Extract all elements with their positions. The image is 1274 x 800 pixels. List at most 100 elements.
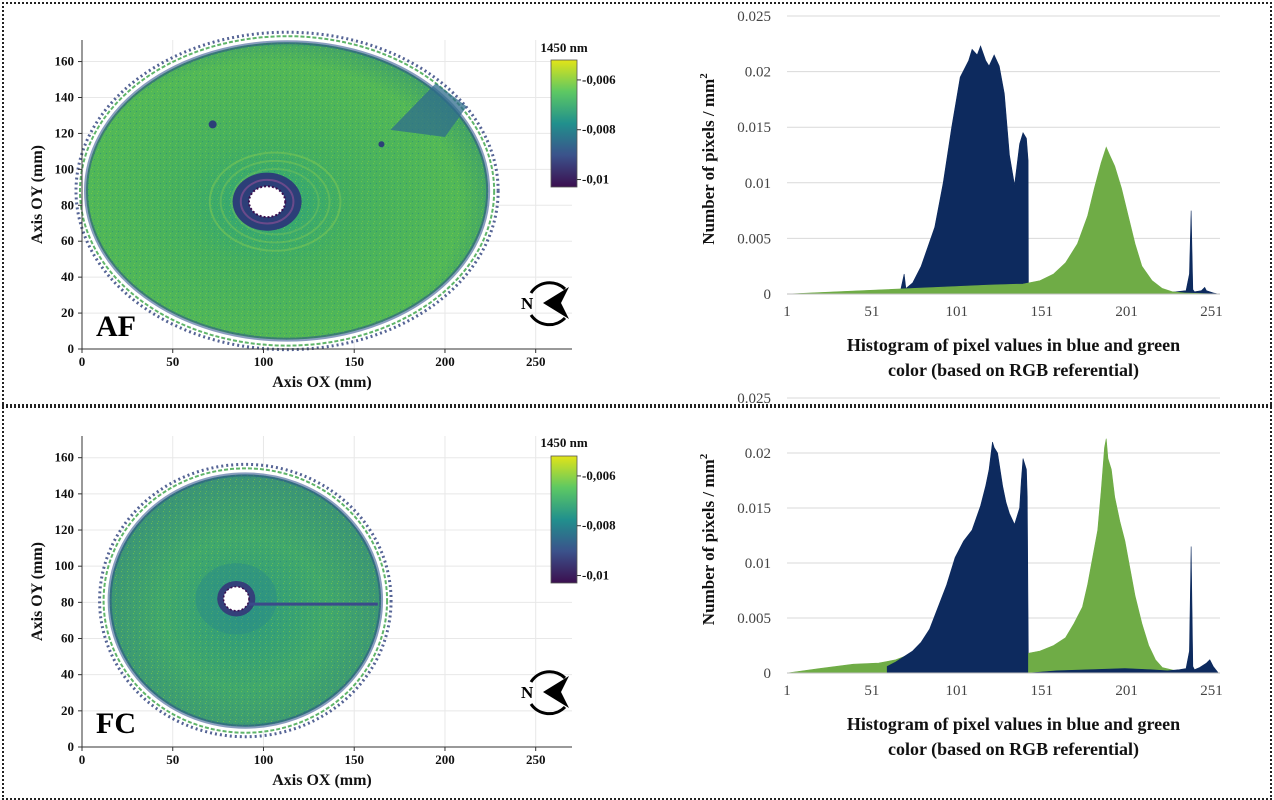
hist-xtick-label: 101 (946, 304, 969, 320)
map-xtick-label: 100 (254, 752, 274, 767)
compass-arc-icon (529, 281, 567, 294)
compass-arc-icon (529, 703, 567, 716)
map-xtick-label: 50 (166, 752, 179, 767)
hist-xtick-label: 251 (1200, 683, 1223, 699)
map-ytick-label: 0 (68, 341, 75, 356)
hist-y-title-superscript: 2 (698, 73, 710, 79)
hist-x-title-line2: color (based on RGB referential) (888, 739, 1139, 760)
dark-spot (208, 120, 217, 129)
colorbar-tick-label: -0,01 (582, 568, 609, 583)
hist-y-title-superscript: 2 (698, 453, 710, 459)
map-y-axis-title: Axis OY (mm) (29, 145, 46, 244)
map-ytick-label: 100 (55, 161, 75, 176)
map-ytick-label: 60 (61, 631, 74, 646)
map-xtick-label: 150 (344, 354, 364, 369)
hist-xtick-label: 201 (1115, 304, 1138, 320)
map-ytick-label: 120 (55, 125, 75, 140)
map-xtick-label: 0 (79, 354, 86, 369)
colorbar-tick-label: -0,008 (582, 518, 616, 533)
disc-edge-shade (107, 472, 384, 729)
map-x-axis-title: Axis OX (mm) (272, 374, 372, 391)
colorbar (550, 59, 578, 188)
colorbar-title: 1450 nm (540, 435, 587, 450)
map-ytick-label: 20 (61, 703, 74, 718)
hist-xtick-label: 1 (783, 683, 791, 699)
hist-xtick-label: 201 (1115, 683, 1138, 699)
bottom-panel-border (2, 404, 1272, 800)
dark-spot (378, 141, 385, 148)
map-xtick-label: 200 (435, 354, 455, 369)
colorbar-title: 1450 nm (540, 40, 587, 55)
hist-ytick-label: 0.02 (745, 65, 771, 81)
colorbar (550, 455, 578, 584)
compass-north-label: N (521, 294, 534, 313)
hist-ytick-label: 0.01 (745, 176, 771, 192)
hist-xtick-label: 51 (864, 304, 879, 320)
hist-y-title-text: Number of pixels / mm (699, 459, 718, 625)
map-xtick-label: 250 (526, 752, 546, 767)
hist-ytick-label: 0.025 (737, 9, 771, 25)
colorbar-tick-label: -0,01 (582, 172, 609, 187)
hist-ytick-label: 0 (764, 287, 772, 303)
hist-ytick-label: 0.015 (737, 501, 771, 517)
map-ytick-label: 160 (55, 54, 75, 69)
map-xtick-label: 50 (166, 354, 179, 369)
hist-ytick-label: 0 (764, 666, 772, 682)
hist-x-title-line2: color (based on RGB referential) (888, 360, 1139, 381)
map-ytick-label: 60 (61, 233, 74, 248)
map-ytick-label: 100 (55, 558, 75, 573)
map-ytick-label: 0 (68, 739, 75, 754)
map-ytick-label: 140 (55, 89, 75, 104)
hist-series-area (786, 146, 1219, 295)
hist-ytick-label: 0.015 (737, 120, 771, 136)
sample-label: AF (96, 310, 136, 343)
map-ytick-label: 40 (61, 269, 74, 284)
disc-ring (208, 151, 342, 252)
map-xtick-label: 0 (79, 752, 86, 767)
disc-outer-speckle (98, 462, 393, 739)
hist-series-area (1028, 210, 1219, 295)
disc-outer-speckle (74, 30, 500, 352)
map-xtick-label: 250 (526, 354, 546, 369)
colorbar-tick-label: -0,006 (582, 72, 616, 87)
hist-ytick-label: 0.025 (737, 391, 771, 407)
map-ytick-label: 140 (55, 486, 75, 501)
hist-y-title-text: Number of pixels / mm (699, 79, 718, 245)
hole (222, 585, 250, 612)
hist-x-title-line1: Histogram of pixel values in blue and gr… (847, 335, 1180, 355)
hist-x-title-line1: Histogram of pixel values in blue and gr… (847, 714, 1180, 734)
compass-arc-icon (529, 670, 567, 683)
map-x-axis-title: Axis OX (mm) (272, 772, 372, 789)
hist-xtick-label: 151 (1030, 683, 1053, 699)
map-ytick-label: 80 (61, 594, 74, 609)
hist-ytick-label: 0.005 (737, 611, 771, 627)
hist-series-area (1028, 546, 1219, 674)
compass-north-label: N (521, 683, 534, 702)
hist-y-axis-title: Number of pixels / mm2 (698, 453, 718, 625)
hist-ytick-label: 0.01 (745, 556, 771, 572)
map-xtick-label: 200 (435, 752, 455, 767)
dark-wedge (390, 83, 467, 138)
hist-series-area (1028, 438, 1219, 674)
disc-edge-shade (83, 40, 491, 342)
map-y-axis-title: Axis OY (mm) (29, 542, 46, 641)
disc-ring (230, 168, 320, 236)
map-ytick-label: 40 (61, 667, 74, 682)
top-panel-border (2, 2, 1272, 408)
map-ytick-label: 160 (55, 450, 75, 465)
hist-series-area (886, 441, 1029, 674)
compass-arc-icon (529, 314, 567, 327)
colorbar-tick-label: -0,006 (582, 468, 616, 483)
compass-arrow-icon (543, 287, 569, 319)
disc-ring (219, 159, 331, 244)
hist-xtick-label: 251 (1200, 304, 1223, 320)
map-ytick-label: 120 (55, 522, 75, 537)
map-ytick-label: 80 (61, 197, 74, 212)
sample-label: FC (96, 707, 136, 740)
map-ytick-label: 20 (61, 305, 74, 320)
colorbar-tick-label: -0,008 (582, 122, 616, 137)
hist-ytick-label: 0.005 (737, 231, 771, 247)
